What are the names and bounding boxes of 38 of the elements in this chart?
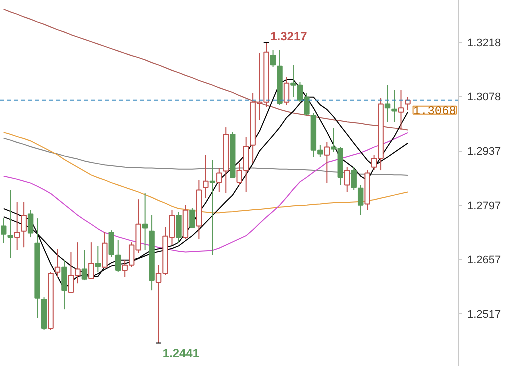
candlestick: [210, 160, 216, 256]
candlestick: [108, 230, 114, 258]
candlestick: [1, 218, 7, 244]
candlestick: [82, 250, 88, 282]
y-tick-label: 1.2657: [468, 254, 502, 267]
candlestick: [392, 90, 398, 123]
y-tick-label: 1.2797: [468, 200, 502, 212]
candlestick: [351, 166, 357, 191]
candlestick: [405, 96, 411, 111]
candlestick: [116, 240, 122, 273]
candlestick: [21, 202, 27, 248]
candlestick: [14, 202, 20, 251]
candlestick: [344, 166, 350, 193]
candlestick: [384, 84, 391, 123]
line-series: [3, 132, 408, 214]
y-tick-label: 1.3078: [468, 92, 502, 104]
candlestick: [62, 260, 68, 310]
candlestick: [176, 212, 182, 244]
candlestick: [270, 50, 276, 68]
candlestick: [190, 208, 196, 229]
candlestick: [324, 142, 330, 184]
annotation: 1.2441: [162, 346, 200, 360]
line-series: [3, 8, 408, 131]
annotation: 1.3217: [270, 30, 308, 44]
y-tick-label: 1.3218: [468, 37, 502, 50]
candlestick: [142, 192, 148, 251]
candlestick: [88, 242, 94, 280]
candlestick: [284, 76, 290, 106]
candlestick: [216, 168, 222, 193]
candlestick: [28, 210, 34, 238]
y-tick-label: 1.2517: [468, 308, 502, 321]
candlestick: [358, 184, 364, 216]
candlestick: [8, 190, 14, 259]
candlestick: [203, 154, 209, 199]
candlestick: [398, 90, 404, 131]
candlestick: [54, 249, 61, 278]
y-tick-label: 1.2937: [468, 146, 502, 158]
candlestick: [95, 246, 102, 273]
